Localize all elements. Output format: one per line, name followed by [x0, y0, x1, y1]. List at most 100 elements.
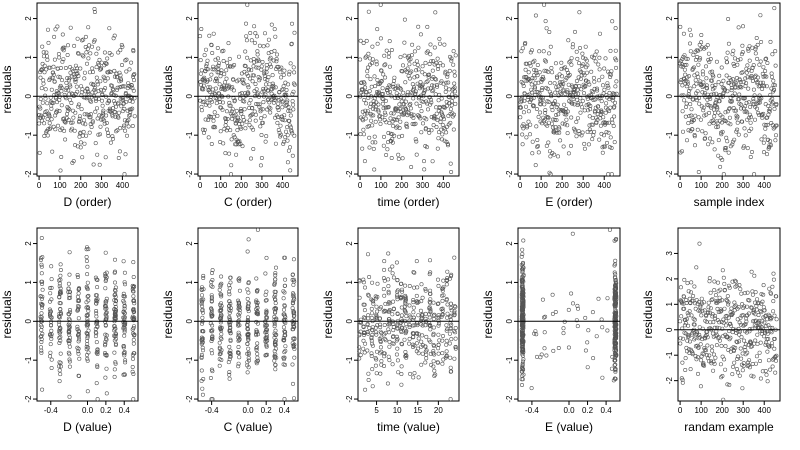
- data-point: [680, 83, 685, 88]
- data-point: [414, 101, 419, 106]
- data-point: [82, 141, 87, 146]
- data-point: [390, 334, 395, 339]
- y-axis-label: residuals: [321, 290, 335, 338]
- data-point: [392, 133, 397, 138]
- data-point: [734, 283, 739, 288]
- data-point: [88, 98, 93, 103]
- data-point: [81, 54, 86, 59]
- data-point: [760, 369, 765, 374]
- data-point: [575, 303, 580, 308]
- data-point: [587, 114, 592, 119]
- data-point: [40, 331, 45, 336]
- data-point: [452, 313, 457, 318]
- data-point: [680, 129, 685, 134]
- data-point: [281, 362, 286, 367]
- data-point: [747, 365, 752, 370]
- data-point: [131, 289, 136, 294]
- data-point: [259, 64, 264, 69]
- data-point: [416, 336, 421, 341]
- data-point: [414, 259, 419, 264]
- data-point: [424, 50, 429, 55]
- data-point: [213, 86, 218, 91]
- data-point: [758, 340, 763, 345]
- data-point: [449, 58, 454, 63]
- data-point: [772, 313, 777, 318]
- data-point: [688, 86, 693, 91]
- data-point: [682, 277, 687, 282]
- data-point: [363, 116, 368, 121]
- data-point: [53, 127, 58, 132]
- data-point: [445, 276, 450, 281]
- data-point: [546, 115, 551, 120]
- x-tick-label: 0.4: [119, 406, 131, 415]
- data-point: [419, 130, 424, 135]
- data-point: [759, 310, 764, 315]
- data-point: [708, 306, 713, 311]
- data-point: [607, 227, 612, 232]
- data-point: [386, 300, 391, 305]
- data-point: [557, 130, 562, 135]
- data-point: [436, 64, 441, 69]
- data-point: [682, 62, 687, 67]
- data-point: [576, 91, 581, 96]
- data-point: [383, 98, 388, 103]
- data-point: [436, 98, 441, 103]
- data-point: [273, 342, 278, 347]
- data-point: [219, 348, 224, 353]
- data-point: [589, 69, 594, 74]
- data-point: [715, 124, 720, 129]
- data-point: [43, 93, 48, 98]
- data-point: [245, 296, 250, 301]
- data-point: [219, 294, 224, 299]
- data-point: [121, 322, 126, 327]
- data-point: [692, 134, 697, 139]
- data-point: [55, 24, 60, 29]
- data-point: [684, 298, 689, 303]
- data-point: [741, 363, 746, 368]
- data-point: [85, 87, 90, 92]
- data-point: [224, 76, 229, 81]
- data-point: [98, 87, 103, 92]
- data-point: [753, 290, 758, 295]
- data-point: [358, 352, 363, 357]
- data-point: [607, 90, 612, 95]
- data-point: [610, 19, 615, 24]
- data-point: [578, 76, 583, 81]
- data-point: [54, 100, 59, 105]
- data-point: [366, 313, 371, 318]
- data-point: [103, 375, 108, 380]
- data-point: [93, 334, 98, 339]
- x-tick-label: 300: [737, 406, 751, 415]
- data-point: [289, 129, 294, 134]
- data-point: [575, 56, 580, 61]
- data-point: [280, 117, 285, 122]
- x-tick-label: 0.0: [82, 406, 94, 415]
- data-point: [64, 80, 69, 85]
- data-point: [432, 45, 437, 50]
- data-point: [740, 119, 745, 124]
- data-point: [567, 72, 572, 77]
- data-point: [590, 137, 595, 142]
- data-point: [765, 331, 770, 336]
- data-point: [116, 50, 121, 55]
- data-point: [207, 103, 212, 108]
- data-point: [744, 110, 749, 115]
- data-point: [42, 121, 47, 126]
- data-point: [122, 333, 127, 338]
- data-point: [200, 328, 205, 333]
- data-point: [520, 261, 525, 266]
- data-point: [49, 277, 54, 282]
- data-point: [52, 57, 57, 62]
- data-point: [227, 315, 232, 320]
- data-point: [96, 46, 101, 51]
- x-axis-label: C (value): [224, 420, 273, 434]
- data-point: [735, 62, 740, 67]
- data-point: [62, 45, 67, 50]
- data-point: [539, 88, 544, 93]
- y-tick-label: 1: [505, 280, 514, 285]
- data-point: [436, 332, 441, 337]
- data-point: [290, 341, 295, 346]
- data-point: [113, 104, 118, 109]
- data-point: [720, 373, 725, 378]
- data-point: [533, 163, 538, 168]
